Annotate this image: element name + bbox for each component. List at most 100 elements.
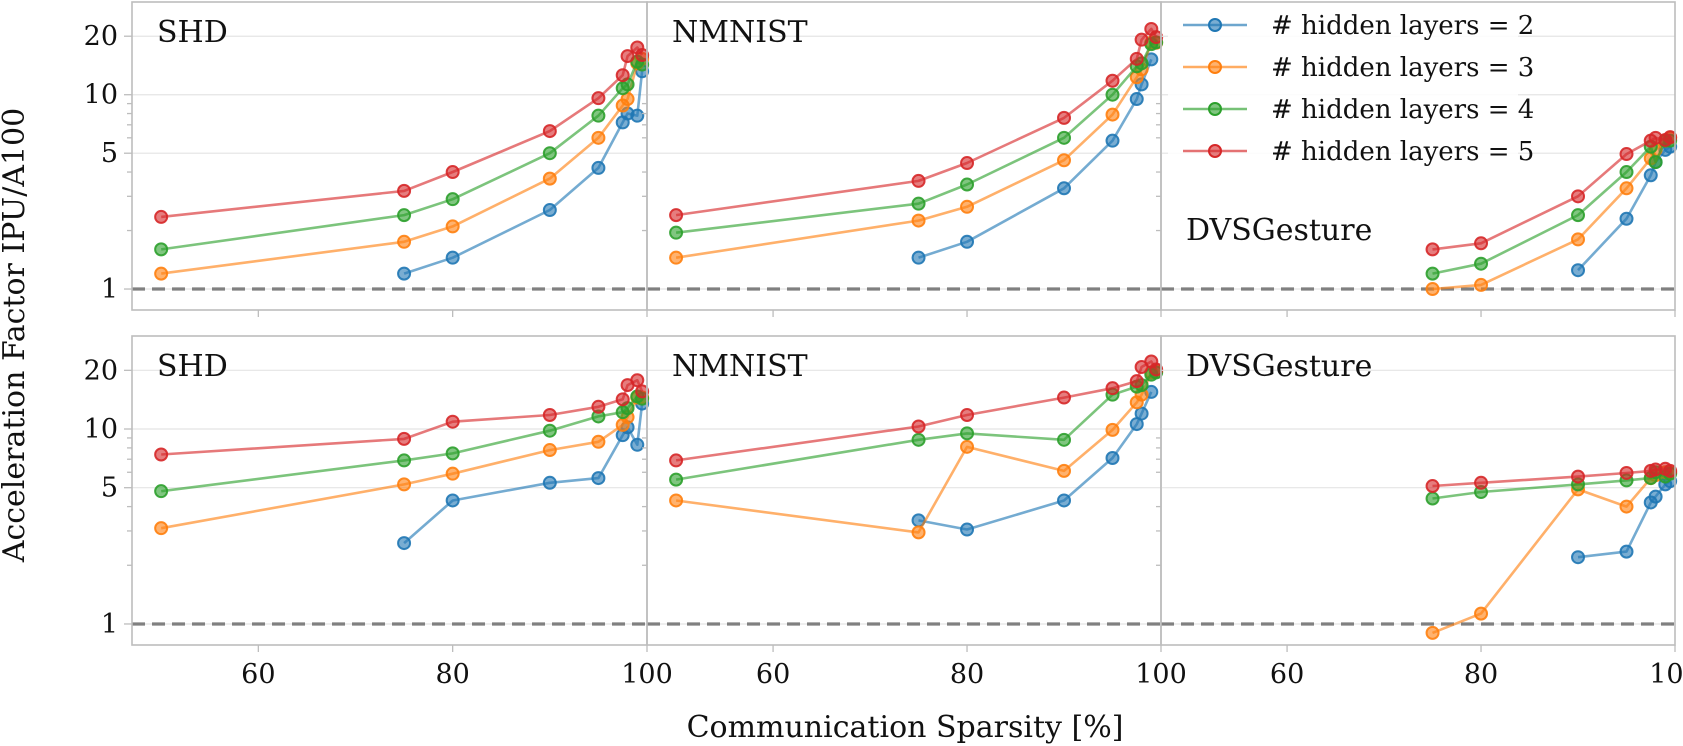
panel-nmnist-bottom: 60 80 100 NMNIST xyxy=(642,335,1187,690)
legend-marker xyxy=(1208,60,1222,74)
data-point xyxy=(669,472,684,487)
data-point xyxy=(445,493,460,508)
data-point xyxy=(1129,51,1144,66)
data-point xyxy=(154,484,169,499)
data-point xyxy=(542,146,557,161)
data-point xyxy=(1571,263,1586,278)
data-point xyxy=(445,466,460,481)
data-point xyxy=(397,234,412,249)
data-point xyxy=(397,477,412,492)
legend-label: # hidden layers = 4 xyxy=(1271,95,1534,125)
data-point xyxy=(630,437,645,452)
data-point xyxy=(1474,277,1489,292)
data-point xyxy=(1619,181,1634,196)
data-point xyxy=(445,165,460,180)
data-point xyxy=(1425,282,1440,297)
data-point xyxy=(1571,208,1586,223)
data-point xyxy=(615,68,630,83)
data-point xyxy=(591,399,606,414)
x-axis-label: Communication Sparsity [%] xyxy=(687,710,1124,745)
data-point xyxy=(620,49,635,64)
legend-background xyxy=(1168,8,1518,183)
data-point xyxy=(960,234,975,249)
x-tick-label: 80 xyxy=(950,659,984,690)
data-point xyxy=(1643,168,1658,183)
data-point xyxy=(669,493,684,508)
data-point xyxy=(1619,465,1634,480)
data-point xyxy=(1571,189,1586,204)
data-point xyxy=(1105,422,1120,437)
data-point xyxy=(154,209,169,224)
data-point xyxy=(1571,469,1586,484)
series-line xyxy=(1432,470,1671,500)
data-point xyxy=(591,130,606,145)
data-point xyxy=(1134,406,1149,421)
data-point xyxy=(911,525,926,540)
data-point xyxy=(1619,165,1634,180)
legend-label: # hidden layers = 3 xyxy=(1271,53,1534,83)
data-point xyxy=(542,124,557,139)
data-point xyxy=(591,108,606,123)
data-point xyxy=(1057,390,1072,405)
data-point xyxy=(397,431,412,446)
data-point xyxy=(1105,381,1120,396)
data-point xyxy=(591,160,606,175)
panel-title: SHD xyxy=(157,349,228,384)
data-point xyxy=(1663,130,1678,145)
data-point xyxy=(1129,374,1144,389)
data-point xyxy=(911,419,926,434)
data-point xyxy=(1149,362,1164,377)
y-axis-label: Acceleration Factor IPU/A100 xyxy=(0,108,32,563)
data-point xyxy=(1105,73,1120,88)
data-point xyxy=(669,453,684,468)
panel-dvsgesture-bottom: 60 80 100 DVSGesture xyxy=(1156,335,1683,690)
data-point xyxy=(1129,92,1144,107)
data-point xyxy=(1057,153,1072,168)
panel-frame xyxy=(1160,1,1676,311)
data-point xyxy=(911,250,926,265)
data-point xyxy=(1571,232,1586,247)
x-tick-label: 100 xyxy=(621,659,673,690)
data-point xyxy=(911,173,926,188)
data-point xyxy=(397,536,412,551)
series-line xyxy=(675,369,1157,534)
y-tick-label: 20 xyxy=(84,355,118,386)
data-point xyxy=(615,392,630,407)
data-point xyxy=(630,108,645,123)
data-point xyxy=(635,48,650,63)
data-point xyxy=(911,196,926,211)
panel-title: DVSGesture xyxy=(1186,349,1372,384)
data-point xyxy=(960,408,975,423)
data-point xyxy=(960,156,975,171)
legend-marker xyxy=(1208,18,1222,32)
x-tick-label: 100 xyxy=(1649,659,1683,690)
series-line xyxy=(1432,467,1671,488)
x-tick-label: 60 xyxy=(756,659,790,690)
y-tick-label: 10 xyxy=(84,80,118,111)
data-point xyxy=(591,91,606,106)
data-point xyxy=(1057,432,1072,447)
data-point xyxy=(1648,155,1663,170)
data-point xyxy=(445,219,460,234)
series-line xyxy=(1432,470,1671,635)
data-point xyxy=(1663,463,1678,478)
data-point xyxy=(154,521,169,536)
data-point xyxy=(1425,491,1440,506)
data-point xyxy=(1474,236,1489,251)
data-point xyxy=(1619,499,1634,514)
data-point xyxy=(960,177,975,192)
data-point xyxy=(1474,256,1489,271)
y-tick-label: 5 xyxy=(101,473,118,504)
data-point xyxy=(1619,211,1634,226)
data-point xyxy=(1425,479,1440,494)
data-point xyxy=(911,213,926,228)
data-point xyxy=(1105,133,1120,148)
data-point xyxy=(669,225,684,240)
y-tick-label: 10 xyxy=(84,414,118,445)
x-tick-label: 60 xyxy=(241,659,275,690)
legend: # hidden layers = 2 # hidden layers = 3 # … xyxy=(1168,8,1534,183)
x-tick-label: 60 xyxy=(1270,659,1304,690)
data-point xyxy=(542,423,557,438)
legend-label: # hidden layers = 5 xyxy=(1271,137,1534,167)
data-point xyxy=(445,446,460,461)
